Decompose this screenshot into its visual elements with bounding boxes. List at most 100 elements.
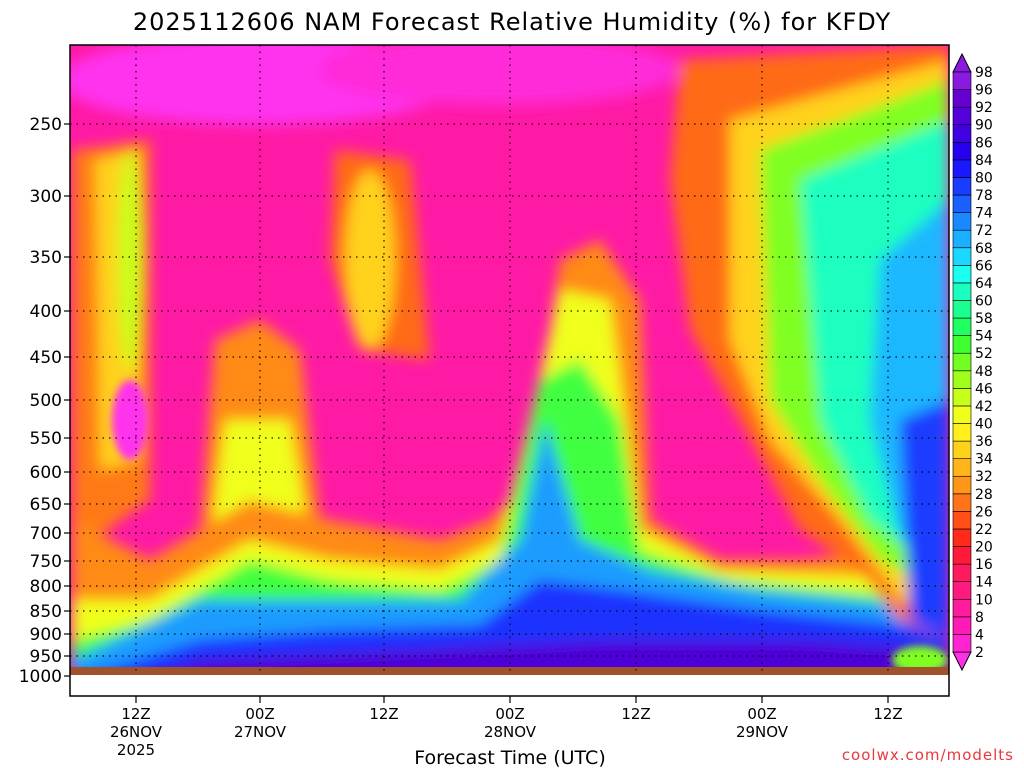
colorbar-label: 34 <box>975 452 993 468</box>
colorbar-label: 28 <box>975 487 993 503</box>
chart-title: 2025112606 NAM Forecast Relative Humidit… <box>133 8 891 36</box>
colorbar-label: 52 <box>975 346 993 362</box>
ytick-label: 250 <box>30 115 62 135</box>
colorbar-label: 90 <box>975 118 993 134</box>
xtick-label: 27NOV <box>234 723 287 741</box>
colorbar-swatch <box>952 388 972 407</box>
colorbar-swatch <box>952 546 972 565</box>
colorbar-swatch <box>952 124 972 143</box>
xtick-label: 12Z <box>873 705 902 723</box>
ytick-label: 950 <box>30 647 62 667</box>
colorbar-label: 16 <box>975 557 993 573</box>
colorbar-label: 40 <box>975 417 993 433</box>
colorbar-label: 68 <box>975 241 993 257</box>
colorbar-swatch <box>952 71 972 90</box>
colorbar-label: 60 <box>975 293 993 309</box>
colorbar-swatch <box>952 247 972 266</box>
colorbar-swatch <box>952 317 972 336</box>
colorbar-label: 10 <box>975 592 993 608</box>
colorbar-label: 98 <box>975 65 993 81</box>
colorbar-label: 72 <box>975 223 993 239</box>
colorbar: 2481014162022262832343640424648525458606… <box>952 52 993 672</box>
ytick-label: 550 <box>30 429 62 449</box>
colorbar-swatch <box>952 634 972 653</box>
ytick-label: 750 <box>30 552 62 572</box>
colorbar-swatch <box>952 142 972 161</box>
colorbar-label: 36 <box>975 434 993 450</box>
humidity-field <box>70 45 949 675</box>
colorbar-swatch <box>952 212 972 231</box>
colorbar-label: 2 <box>975 645 984 661</box>
colorbar-swatch <box>952 493 972 512</box>
colorbar-label: 22 <box>975 522 993 538</box>
colorbar-swatch <box>952 370 972 389</box>
colorbar-label: 54 <box>975 329 993 345</box>
colorbar-label: 86 <box>975 135 993 151</box>
colorbar-swatch <box>952 598 972 618</box>
colorbar-swatch <box>952 265 972 284</box>
colorbar-swatch <box>952 300 972 319</box>
colorbar-label: 80 <box>975 170 993 186</box>
credit-link[interactable]: coolwx.com/modelts <box>842 746 1014 764</box>
ytick-label: 1000 <box>19 667 62 687</box>
colorbar-label: 92 <box>975 100 993 116</box>
colorbar-label: 26 <box>975 504 993 520</box>
ytick-label: 800 <box>30 577 62 597</box>
colorbar-swatch <box>952 194 972 213</box>
ytick-label: 450 <box>30 348 62 368</box>
colorbar-swatch <box>952 563 972 582</box>
colorbar-top-arrow <box>952 52 972 73</box>
colorbar-swatch <box>952 581 972 600</box>
xtick-label: 2025 <box>117 741 155 759</box>
colorbar-label: 64 <box>975 276 993 292</box>
xtick-label: 12Z <box>121 705 150 723</box>
colorbar-swatch <box>952 335 972 354</box>
colorbar-swatch <box>952 177 972 196</box>
colorbar-swatch <box>952 475 972 495</box>
colorbar-label: 96 <box>975 83 993 99</box>
colorbar-label: 8 <box>975 610 984 626</box>
colorbar-swatch <box>952 352 972 372</box>
ytick-label: 500 <box>30 391 62 411</box>
colorbar-label: 74 <box>975 206 993 222</box>
xtick-label: 12Z <box>369 705 398 723</box>
colorbar-label: 4 <box>975 627 984 643</box>
colorbar-swatch <box>952 229 972 249</box>
ytick-label: 400 <box>30 302 62 322</box>
xtick-label: 00Z <box>495 705 524 723</box>
colorbar-swatch <box>952 282 972 301</box>
colorbar-label: 46 <box>975 381 993 397</box>
colorbar-swatch <box>952 440 972 459</box>
colorbar-swatch <box>952 159 972 178</box>
colorbar-label: 42 <box>975 399 993 415</box>
colorbar-label: 20 <box>975 540 993 556</box>
ytick-label: 900 <box>30 625 62 645</box>
xtick-label: 12Z <box>621 705 650 723</box>
colorbar-swatch <box>952 423 972 442</box>
colorbar-label: 14 <box>975 575 993 591</box>
x-axis-label: Forecast Time (UTC) <box>414 747 605 768</box>
colorbar-label: 32 <box>975 469 993 485</box>
ytick-label: 650 <box>30 495 62 515</box>
ytick-label: 700 <box>30 524 62 544</box>
xtick-label: 00Z <box>245 705 274 723</box>
ytick-label: 300 <box>30 187 62 207</box>
colorbar-label: 84 <box>975 153 993 169</box>
colorbar-swatch <box>952 528 972 547</box>
colorbar-label: 66 <box>975 258 993 274</box>
y-axis: 250 300 350 400 450 500 550 600 650 700 750 800 850 9… <box>19 115 70 687</box>
xtick-label: 00Z <box>747 705 776 723</box>
colorbar-swatch <box>952 616 972 635</box>
ytick-label: 600 <box>30 463 62 483</box>
ytick-label: 850 <box>30 602 62 622</box>
xtick-label: 28NOV <box>484 723 537 741</box>
xtick-label: 29NOV <box>736 723 789 741</box>
ytick-label: 350 <box>30 248 62 268</box>
colorbar-label: 58 <box>975 311 993 327</box>
xtick-label: 26NOV <box>110 723 163 741</box>
colorbar-swatch <box>952 405 972 424</box>
colorbar-swatch <box>952 89 972 108</box>
colorbar-label: 78 <box>975 188 993 204</box>
